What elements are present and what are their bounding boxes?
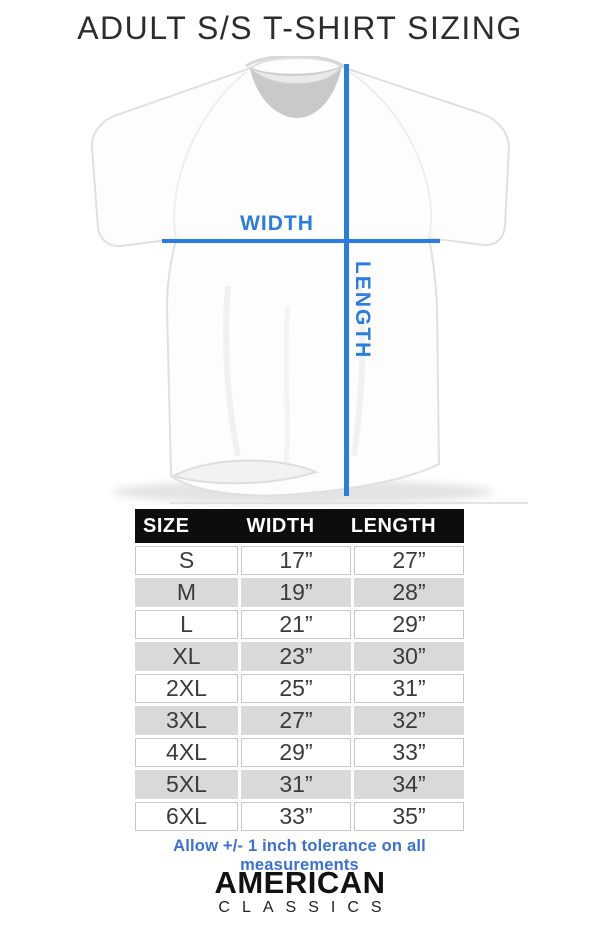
width-cell: 19” — [241, 578, 351, 607]
table-row: M 19” 28” — [135, 578, 464, 607]
table-row: 3XL 27” 32” — [135, 706, 464, 735]
tshirt-image — [90, 56, 511, 504]
length-cell: 27” — [354, 546, 464, 575]
length-label: LENGTH — [351, 261, 374, 360]
length-measure-line — [344, 64, 349, 496]
shirt-bottom-edge — [170, 502, 528, 504]
table-row: S 17” 27” — [135, 546, 464, 575]
size-cell: 4XL — [135, 738, 238, 767]
length-cell: 35” — [354, 802, 464, 831]
size-table: SIZE WIDTH LENGTH S 17” 27” M 19” 28” L … — [135, 509, 464, 834]
width-cell: 21” — [241, 610, 351, 639]
wrinkle — [283, 305, 291, 467]
size-cell: 5XL — [135, 770, 238, 799]
width-cell: 29” — [241, 738, 351, 767]
brand-logo: AMERICAN CLASSICS — [0, 865, 600, 918]
left-sleeve-seam — [173, 71, 247, 240]
length-cell: 31” — [354, 674, 464, 703]
brand-subname: CLASSICS — [218, 899, 394, 916]
table-row: L 21” 29” — [135, 610, 464, 639]
width-label: WIDTH — [240, 212, 314, 235]
width-cell: 17” — [241, 546, 351, 575]
column-header-size: SIZE — [143, 514, 190, 537]
size-cell: M — [135, 578, 238, 607]
table-row: XL 23” 30” — [135, 642, 464, 671]
width-cell: 31” — [241, 770, 351, 799]
width-cell: 23” — [241, 642, 351, 671]
length-cell: 28” — [354, 578, 464, 607]
size-cell: XL — [135, 642, 238, 671]
hem-fold — [170, 459, 319, 485]
column-header-width: WIDTH — [246, 514, 315, 537]
length-cell: 34” — [354, 770, 464, 799]
size-cell: 3XL — [135, 706, 238, 735]
wrinkle — [351, 275, 366, 457]
table-row: 5XL 31” 34” — [135, 770, 464, 799]
table-row: 6XL 33” 35” — [135, 802, 464, 831]
table-row: 4XL 29” 33” — [135, 738, 464, 767]
size-table-header: SIZE WIDTH LENGTH — [135, 509, 464, 543]
size-cell: 2XL — [135, 674, 238, 703]
page-title: ADULT S/S T-SHIRT SIZING — [77, 10, 523, 46]
width-cell: 33” — [241, 802, 351, 831]
table-row: 2XL 25” 31” — [135, 674, 464, 703]
tolerance-note: Allow +/- 1 inch tolerance on all measur… — [173, 837, 426, 874]
collar-band — [249, 64, 345, 85]
wrinkle — [223, 285, 241, 457]
size-cell: S — [135, 546, 238, 575]
column-header-length: LENGTH — [350, 514, 437, 537]
right-sleeve-seam — [349, 71, 433, 239]
length-cell: 32” — [354, 706, 464, 735]
length-cell: 33” — [354, 738, 464, 767]
width-cell: 25” — [241, 674, 351, 703]
length-cell: 29” — [354, 610, 464, 639]
size-cell: L — [135, 610, 238, 639]
width-cell: 27” — [241, 706, 351, 735]
collar-rib — [245, 56, 347, 70]
brand-name: AMERICAN — [214, 865, 386, 900]
width-measure-line — [162, 239, 440, 243]
size-cell: 6XL — [135, 802, 238, 831]
shirt-body — [90, 57, 511, 497]
length-cell: 30” — [354, 642, 464, 671]
